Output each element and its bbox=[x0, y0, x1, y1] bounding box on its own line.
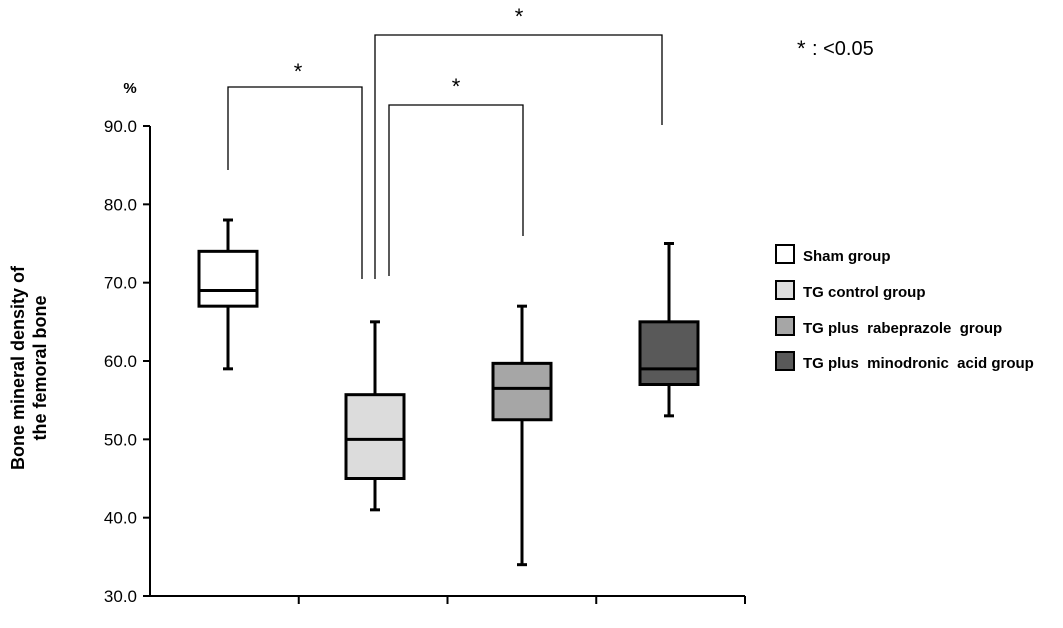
significance-note: * : <0.05 bbox=[797, 36, 874, 61]
legend-label: TG control group bbox=[803, 284, 925, 301]
significance-note-symbol: * bbox=[797, 36, 806, 61]
legend-label: TG plus minodronic acid group bbox=[803, 355, 1034, 372]
y-tick-label: 30.0 bbox=[104, 587, 137, 606]
bracket-line bbox=[227, 86, 363, 279]
box-iqr bbox=[344, 393, 406, 480]
y-tick-label: 90.0 bbox=[104, 117, 137, 136]
bracket-line bbox=[388, 104, 524, 276]
boxes bbox=[197, 218, 700, 567]
box-4 bbox=[638, 242, 700, 418]
legend-item-2: TG control group bbox=[775, 280, 925, 301]
y-axis-title-2: the femoral bone bbox=[30, 295, 50, 440]
box-iqr bbox=[491, 361, 553, 422]
box-1 bbox=[197, 218, 259, 371]
legend-item-1: Sham group bbox=[775, 244, 891, 265]
legend-label: TG plus rabeprazole group bbox=[803, 320, 1002, 337]
legend: Sham group TG control group TG plus rabepr… bbox=[775, 244, 1034, 372]
bracket-line bbox=[374, 34, 663, 279]
box-3 bbox=[491, 304, 553, 567]
y-tick-label: 50.0 bbox=[104, 430, 137, 449]
box-2 bbox=[344, 320, 406, 512]
legend-swatch bbox=[775, 244, 795, 264]
y-axis-title-line-1: Bone mineral density of bbox=[8, 265, 28, 470]
box-iqr bbox=[638, 320, 700, 387]
significance-bracket-1: * bbox=[227, 59, 363, 279]
box-iqr bbox=[197, 249, 259, 308]
significance-bracket-2: * bbox=[388, 74, 524, 276]
legend-swatch bbox=[775, 316, 795, 336]
legend-swatch bbox=[775, 280, 795, 300]
y-axis-title: Bone mineral density of bbox=[8, 265, 28, 470]
significance-brackets: * * * bbox=[227, 4, 663, 279]
y-tick-label: 40.0 bbox=[104, 509, 137, 528]
significance-bracket-3: * bbox=[374, 4, 663, 279]
y-axis-ticks: 30.0 40.0 50.0 60.0 70.0 80.0 90.0 bbox=[104, 117, 150, 606]
significance-note-text: : <0.05 bbox=[812, 38, 874, 60]
legend-item-3: TG plus rabeprazole group bbox=[775, 316, 1002, 337]
y-axis-title-line-2: the femoral bone bbox=[30, 295, 50, 440]
y-tick-label: 70.0 bbox=[104, 274, 137, 293]
significance-star: * bbox=[294, 59, 303, 84]
legend-swatch bbox=[775, 351, 795, 371]
y-tick-label: 80.0 bbox=[104, 195, 137, 214]
legend-item-4: TG plus minodronic acid group bbox=[775, 351, 1034, 372]
y-tick-label: 60.0 bbox=[104, 352, 137, 371]
y-unit-label: % bbox=[123, 80, 136, 97]
significance-star: * bbox=[452, 74, 461, 99]
significance-star: * bbox=[515, 4, 524, 29]
legend-label: Sham group bbox=[803, 248, 891, 265]
